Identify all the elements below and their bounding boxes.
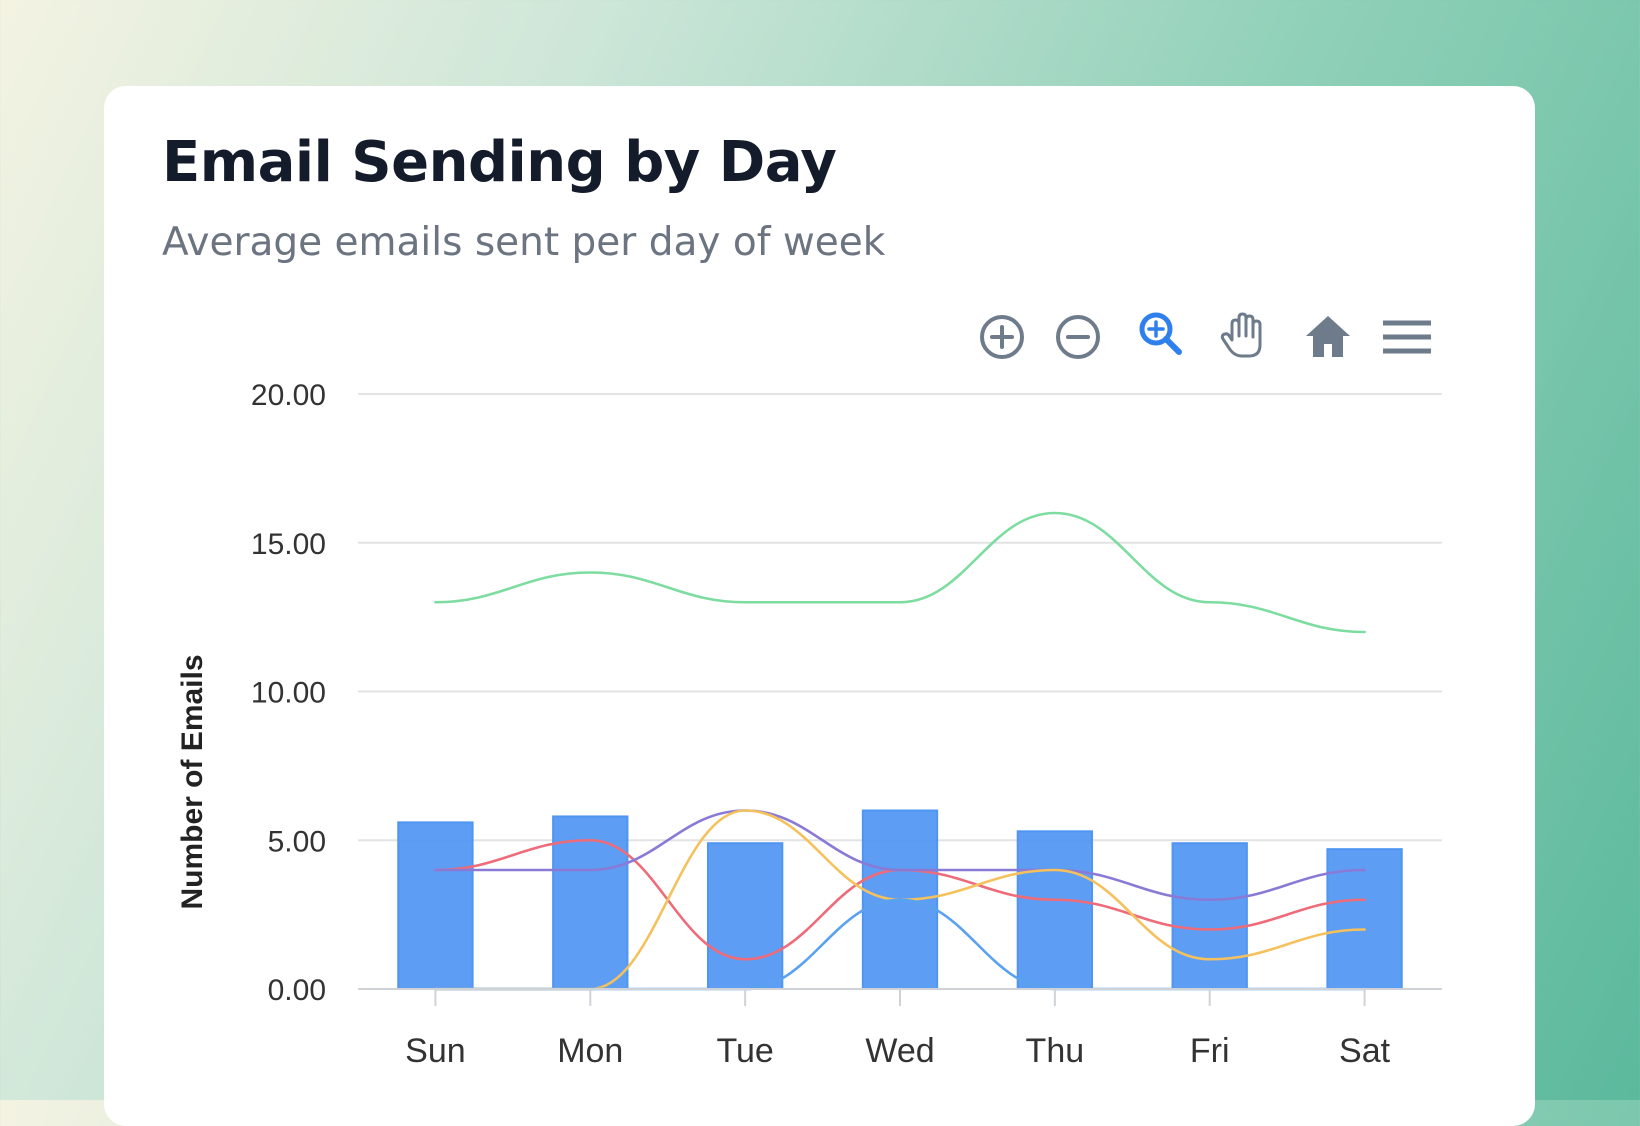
y-tick-label: 5.00 bbox=[268, 825, 326, 858]
y-tick-label: 20.00 bbox=[251, 379, 326, 412]
y-tick-label: 10.00 bbox=[251, 677, 326, 710]
chart-plot: Number of Emails 0.00 5.00 10.00 15.00 20.00… bbox=[176, 379, 1442, 1070]
chart-subtitle: Average emails sent per day of week bbox=[162, 220, 886, 265]
chart-title: Email Sending by Day bbox=[162, 130, 837, 195]
y-axis-title: Number of Emails bbox=[176, 654, 209, 909]
x-tick-label: Mon bbox=[557, 1032, 623, 1070]
x-tick-label: Thu bbox=[1026, 1032, 1085, 1070]
menu-icon[interactable] bbox=[1382, 312, 1432, 362]
x-tick-label: Tue bbox=[716, 1032, 773, 1070]
y-tick-label: 15.00 bbox=[251, 528, 326, 561]
x-tick-label: Sat bbox=[1339, 1032, 1391, 1070]
bar bbox=[706, 842, 784, 990]
bar bbox=[1171, 842, 1248, 990]
bar bbox=[397, 821, 474, 991]
home-reset-icon[interactable] bbox=[1303, 312, 1353, 362]
y-tick-label: 0.00 bbox=[268, 974, 326, 1007]
x-tick-label: Fri bbox=[1190, 1032, 1230, 1070]
x-tick-label: Sun bbox=[405, 1032, 466, 1070]
x-tick-label: Wed bbox=[865, 1032, 934, 1070]
bar bbox=[1016, 830, 1094, 991]
chart-card: Email Sending by Day Average emails sent… bbox=[104, 86, 1535, 1126]
axis-layer: 0.00 5.00 10.00 15.00 20.00 Sun Mon Tue Wed Thu Fr… bbox=[251, 379, 1442, 1070]
series-line-2 bbox=[434, 838, 1366, 961]
selection-zoom-icon[interactable] bbox=[1136, 310, 1186, 360]
zoom-out-icon[interactable] bbox=[1053, 312, 1103, 362]
zoom-in-icon[interactable] bbox=[977, 312, 1027, 362]
series-line-1 bbox=[434, 511, 1366, 634]
series-line-3 bbox=[434, 809, 1366, 902]
pan-hand-icon[interactable] bbox=[1218, 310, 1268, 360]
